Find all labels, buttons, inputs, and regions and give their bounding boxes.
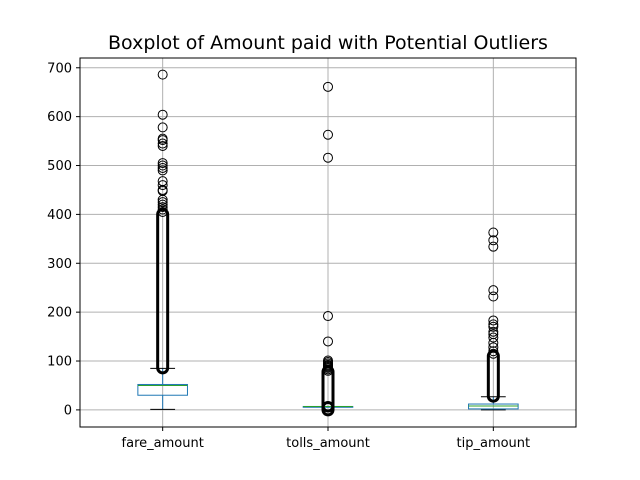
- outlier-point: [157, 202, 168, 213]
- outlier-point: [157, 133, 168, 144]
- y-tick-label: 100: [47, 355, 72, 370]
- outlier-point: [323, 355, 333, 366]
- outlier-point: [488, 329, 499, 340]
- outlier-point: [157, 197, 168, 208]
- outlier-point: [488, 285, 499, 296]
- y-tick-label: 700: [47, 61, 72, 76]
- y-tick-label: 400: [47, 208, 72, 223]
- outlier-point: [488, 315, 499, 326]
- outlier-point: [157, 158, 168, 169]
- outlier-point: [488, 346, 499, 357]
- y-tick-label: 600: [47, 110, 72, 125]
- outlier-point: [157, 176, 168, 187]
- box-group-tip-amount: [468, 227, 519, 411]
- outlier-point: [488, 235, 499, 246]
- x-tick-label: tolls_amount: [286, 436, 370, 451]
- outlier-point: [323, 336, 333, 347]
- outlier-point: [157, 122, 168, 133]
- outlier-point: [488, 342, 499, 353]
- outlier-point: [157, 138, 168, 149]
- outlier-point: [488, 319, 499, 330]
- outlier-point: [488, 321, 499, 332]
- y-tick-label: 200: [47, 306, 72, 321]
- outlier-point: [488, 227, 499, 238]
- iqr-box: [137, 383, 188, 396]
- box-group-fare-amount: [137, 69, 188, 410]
- outlier-point: [157, 206, 168, 217]
- outlier-point: [323, 81, 333, 92]
- outlier-point: [488, 348, 499, 359]
- outlier-point: [488, 326, 499, 337]
- outlier-point: [157, 165, 168, 176]
- outlier-point: [157, 199, 168, 210]
- outlier-point: [157, 162, 168, 173]
- x-tick-label: tip_amount: [457, 436, 531, 451]
- outlier-point: [323, 129, 333, 140]
- outlier-band: [486, 349, 500, 403]
- y-tick-label: 0: [64, 403, 72, 418]
- chart-title: Boxplot of Amount paid with Potential Ou…: [108, 32, 548, 54]
- outlier-point: [157, 109, 168, 120]
- outlier-point: [488, 291, 499, 302]
- outlier-point: [488, 241, 499, 252]
- x-tick-label: fare_amount: [122, 436, 204, 451]
- outlier-point: [323, 152, 333, 163]
- outlier-point: [323, 311, 333, 322]
- outlier-point: [157, 180, 168, 191]
- outlier-point: [157, 204, 168, 215]
- ticks-layer: 0 100 200 300 400 500 600 700 fare_amount tolls_a…: [47, 61, 530, 451]
- y-tick-label: 500: [47, 159, 72, 174]
- outlier-point: [488, 332, 499, 343]
- box-group-tolls-amount: [302, 81, 354, 417]
- outlier-point: [157, 140, 168, 151]
- outlier-point: [157, 69, 168, 80]
- boxes-layer: [137, 69, 519, 417]
- y-tick-label: 300: [47, 257, 72, 272]
- outlier-point: [157, 160, 168, 171]
